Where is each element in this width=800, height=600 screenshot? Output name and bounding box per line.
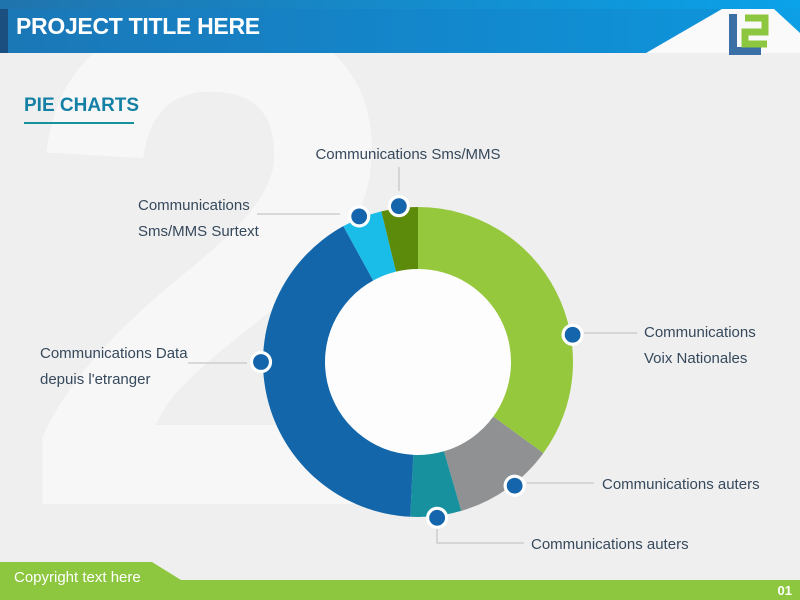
callout-label-sms-surtext: Communications Sms/MMS Surtext [138,193,259,245]
callout-dot-5 [387,195,410,218]
callout-line: depuis l'etranger [40,371,151,388]
header-bar: PROJECT TITLE HERE [0,0,800,55]
callout-dot-0 [561,323,584,346]
page-number: 01 [777,583,792,598]
callout-line: Communications [644,324,756,341]
callout-dot-4 [348,205,371,228]
callout-dot-2 [426,506,449,529]
callout-label-sms-mms: Communications Sms/MMS [283,142,533,168]
callout-label-data-etranger: Communications Data depuis l'etranger [40,341,188,393]
header-left-edge [0,9,8,53]
leader-line-2 [436,526,524,544]
header-top-strip [0,0,800,9]
callout-label-auters-teal: Communications auters [531,532,689,558]
callout-line: Communications [138,197,250,214]
callout-dot-1 [503,474,526,497]
callout-label-auters-gray: Communications auters [602,472,760,498]
copyright-text: Copyright text here [14,569,141,586]
callout-line: Communications Sms/MMS [315,146,501,163]
callout-line: Communications auters [602,476,760,493]
callout-line: Sms/MMS Surtext [138,223,259,240]
pie-segment-4 [343,211,397,281]
callout-dot-3 [249,350,273,374]
slide-title: PROJECT TITLE HERE [16,13,260,39]
pie-segment-1 [443,416,544,511]
callout-line: Voix Nationales [644,350,748,367]
callout-line: Communications Data [40,345,188,362]
callout-label-voix-nationales: Communications Voix Nationales [644,320,756,372]
page-title: PIE CHARTS [24,95,140,116]
pie-segment-3 [263,226,414,517]
donut-hole [324,268,512,456]
pie-segment-5 [381,207,418,272]
pie-segment-2 [410,451,462,517]
pie-segment-0 [418,207,573,454]
company-logo-icon [729,14,769,55]
page-title-underline [24,122,134,124]
callout-line: Communications auters [531,536,689,553]
